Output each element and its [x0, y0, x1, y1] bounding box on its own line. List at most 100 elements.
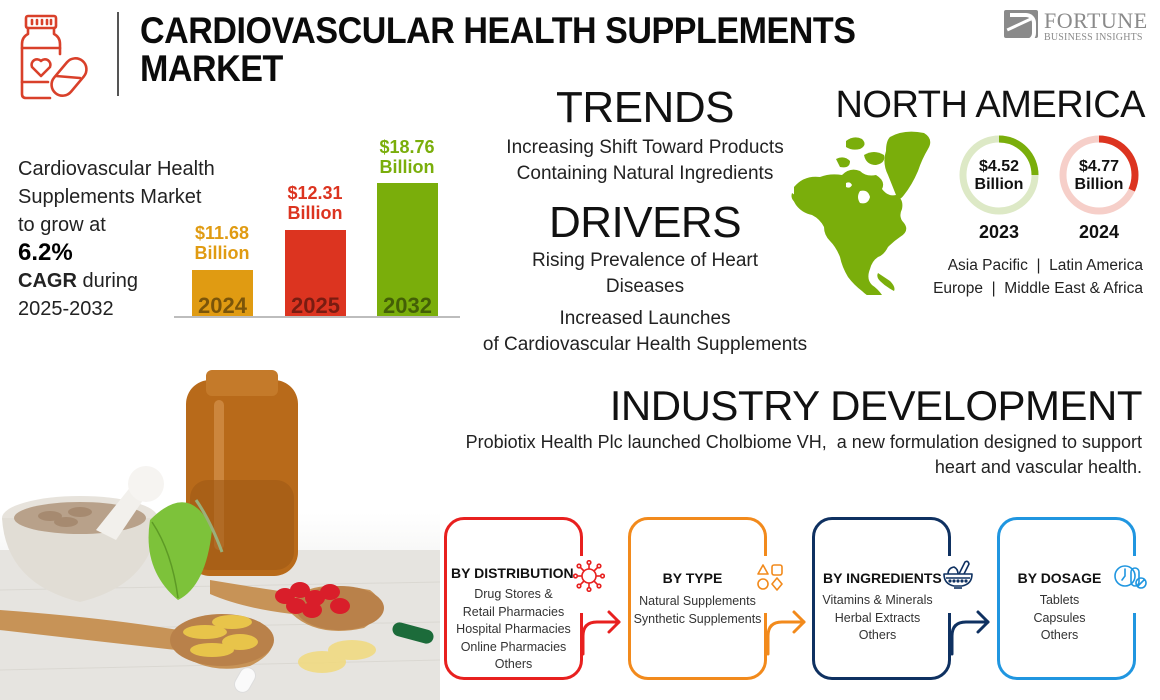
- cagr-during: during: [76, 270, 139, 292]
- donut-2024-icon: [1059, 135, 1139, 215]
- segment-item: Others: [858, 628, 897, 642]
- segment-item: Capsules: [1033, 610, 1086, 625]
- clock-pills-icon: [1114, 565, 1147, 589]
- driver-2-line-1: Increased Launches: [559, 308, 731, 329]
- bar-year-label: 2024: [198, 293, 247, 318]
- bar-unit: Billion: [194, 243, 250, 263]
- segment-item: Others: [494, 657, 533, 671]
- supplements-still-life-image: [0, 370, 440, 700]
- bar-unit: Billion: [379, 157, 435, 177]
- ring-2023: $4.52 Billion 2023: [958, 134, 1040, 242]
- cagr-value: 6.2%: [18, 239, 73, 266]
- driver-1-line-2: Diseases: [605, 276, 685, 297]
- cagr-label: CAGR: [18, 270, 77, 292]
- arrow-right-icon: [950, 610, 990, 656]
- box-gap: [762, 556, 768, 613]
- page-title: CARDIOVASCULAR HEALTH SUPPLEMENTS MARKET: [140, 12, 894, 88]
- trends-line-2: Containing Natural Ingredients: [516, 163, 774, 184]
- arrow-right-icon: [581, 610, 621, 656]
- bar-unit: Billion: [287, 203, 343, 223]
- segment-item: Drug Stores &: [474, 587, 553, 601]
- bar-2024: 2024: [192, 270, 253, 318]
- trends-heading: TRENDS: [556, 83, 734, 132]
- trends-line-1: Increasing Shift Toward Products: [506, 137, 784, 158]
- ring-2024: $4.77 Billion 2024: [1058, 134, 1140, 242]
- bar-2032: 2032: [377, 183, 438, 318]
- bar-value: $11.68: [194, 223, 250, 243]
- ring-year: 2023: [978, 222, 1020, 242]
- segment-title: BY INGREDIENTS: [823, 570, 942, 586]
- segment-items: Tablets Capsules Others: [994, 592, 1139, 645]
- regions-line-1: Asia Pacific | Latin America: [947, 257, 1143, 274]
- segment-items: Natural Supplements Synthetic Supplement…: [625, 593, 770, 628]
- ring-amount: $4.52: [978, 158, 1020, 175]
- segment-by-distribution: BY DISTRIBUTION Drug Stores & Retail Pha…: [441, 517, 586, 680]
- growth-line-1: Cardiovascular Health: [18, 158, 215, 180]
- driver-2-line-2: of Cardiovascular Health Supplements: [482, 334, 808, 355]
- segment-item: Vitamins & Minerals: [822, 593, 933, 607]
- segment-items: Drug Stores & Retail Pharmacies Hospital…: [441, 586, 586, 674]
- brand-subtitle: BUSINESS INSIGHTS: [1044, 32, 1143, 43]
- bar-value-label: $11.68 Billion: [172, 223, 272, 263]
- forecast-period: 2025-2032: [18, 298, 114, 320]
- growth-line-2: Supplements Market: [18, 186, 202, 208]
- fortune-logo-icon: [1004, 10, 1038, 43]
- ring-unit: Billion: [1074, 176, 1124, 193]
- segment-item: Others: [1040, 628, 1079, 642]
- chart-baseline: [174, 316, 460, 318]
- segment-title: BY TYPE: [662, 570, 723, 586]
- drivers-heading: DRIVERS: [548, 198, 742, 247]
- segment-items: Vitamins & Minerals Herbal Extracts Othe…: [805, 592, 950, 645]
- segment-item: Retail Pharmacies: [462, 604, 565, 619]
- bar-year-label: 2025: [291, 293, 340, 318]
- cagr-line: CAGR during: [18, 267, 238, 295]
- segment-item: Tablets: [1039, 593, 1080, 607]
- box-gap: [1131, 556, 1137, 613]
- other-regions: Asia Pacific | Latin America Europe | Mi…: [900, 254, 1143, 300]
- segment-by-dosage: BY DOSAGE Tablets Capsules Others: [994, 517, 1139, 680]
- driver-1-line-1: Rising Prevalence of Heart: [532, 250, 758, 271]
- header-divider: [117, 12, 119, 96]
- donut-2023-icon: [959, 135, 1039, 215]
- market-size-bar-chart: 2024 $11.68 Billion 2025 $12.31 Billion …: [174, 130, 460, 320]
- ring-unit: Billion: [974, 176, 1024, 193]
- ring-amount: $4.77: [1078, 158, 1120, 175]
- growth-summary: Cardiovascular Health Supplements Market…: [18, 155, 238, 323]
- supplement-bottle-heart-icon: [20, 14, 88, 100]
- bar-value: $18.76: [379, 137, 435, 157]
- industry-development-heading: INDUSTRY DEVELOPMENT: [609, 382, 1143, 429]
- bar-value-label: $18.76 Billion: [357, 137, 457, 177]
- segment-item: Online Pharmacies: [460, 639, 567, 654]
- ring-year: 2024: [1078, 222, 1120, 242]
- segment-by-ingredients: BY INGREDIENTS Vitamins & Minerals Herba…: [812, 517, 952, 680]
- industry-line-1: Probiotix Health Plc launched Cholbiome …: [465, 432, 1142, 452]
- segment-item: Herbal Extracts: [834, 610, 921, 625]
- brand-name: FORTUNE: [1044, 8, 1148, 33]
- mortar-pestle-icon: [943, 560, 973, 589]
- drivers-section: DRIVERS Rising Prevalence of Heart Disea…: [470, 198, 820, 358]
- brand-logo: FORTUNE BUSINESS INSIGHTS: [1004, 8, 1154, 48]
- industry-development-text: Probiotix Health Plc launched Cholbiome …: [440, 430, 1142, 480]
- bar-2025: 2025: [285, 230, 346, 318]
- trends-section: TRENDS Increasing Shift Toward Products …: [470, 83, 820, 187]
- regions-line-2: Europe | Middle East & Africa: [933, 280, 1143, 297]
- segment-by-type: BY TYPE Natural Supplements Synthetic Su…: [625, 517, 770, 680]
- segment-item: Synthetic Supplements: [633, 611, 762, 626]
- bar-value-label: $12.31 Billion: [265, 183, 365, 223]
- supplements-photo: [0, 360, 440, 700]
- title-line-2: MARKET: [140, 48, 283, 89]
- arrow-right-icon: [766, 610, 806, 656]
- segment-title: BY DOSAGE: [1017, 570, 1102, 586]
- growth-line-3: to grow at: [18, 214, 106, 236]
- shapes-icon: [757, 564, 783, 591]
- ring-value: $4.77 Billion: [1058, 158, 1140, 194]
- title-line-1: CARDIOVASCULAR HEALTH SUPPLEMENTS: [140, 10, 856, 51]
- industry-line-2: heart and vascular health.: [934, 457, 1142, 477]
- segment-item: Natural Supplements: [639, 594, 756, 608]
- ring-value: $4.52 Billion: [958, 158, 1040, 194]
- bar-value: $12.31: [287, 183, 343, 203]
- segment-title: BY DISTRIBUTION: [451, 565, 574, 581]
- north-america-heading: NORTH AMERICA: [835, 84, 1145, 126]
- segment-item: Hospital Pharmacies: [456, 622, 571, 636]
- north-america-map-icon: [791, 131, 931, 295]
